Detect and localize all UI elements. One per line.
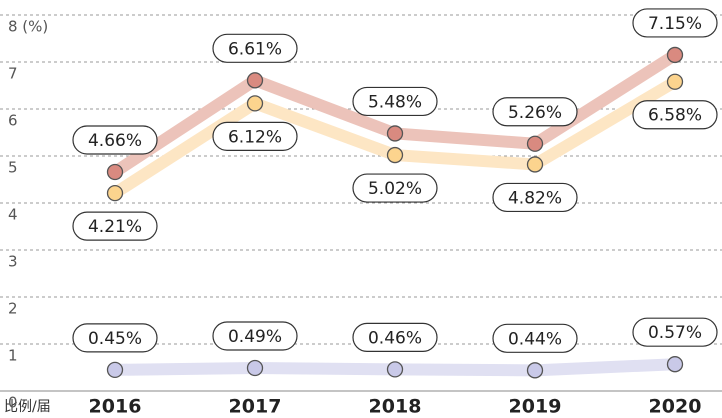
label-box xyxy=(72,211,158,241)
value-label: 0.44% xyxy=(508,329,562,349)
marker xyxy=(246,72,264,89)
x-tick-label: 2019 xyxy=(509,396,562,418)
label-box xyxy=(352,173,438,203)
label-box xyxy=(72,125,158,155)
x-tick-label: 2020 xyxy=(649,396,702,418)
y-tick-label: 1 xyxy=(8,347,18,365)
value-label: 4.21% xyxy=(88,217,142,237)
label-box xyxy=(212,321,298,351)
label-box xyxy=(212,121,298,151)
y-tick-label: 5 xyxy=(8,159,18,177)
marker xyxy=(526,135,544,152)
marker xyxy=(106,163,124,181)
marker xyxy=(386,361,404,378)
y-tick-label: 0 xyxy=(8,394,18,412)
x-tick-label: 2016 xyxy=(89,396,142,418)
value-label: 5.26% xyxy=(508,103,562,123)
label-box xyxy=(492,182,578,213)
value-label: 5.02% xyxy=(368,179,422,199)
y-tick-label: 6 xyxy=(8,112,18,130)
y-tick-label: 2 xyxy=(8,300,18,318)
marker xyxy=(666,356,684,373)
marker xyxy=(386,146,404,164)
label-box xyxy=(492,323,578,353)
label-box xyxy=(632,317,718,347)
value-label: 5.48% xyxy=(368,92,422,112)
value-label: 4.82% xyxy=(508,188,562,208)
y-tick-label: 3 xyxy=(8,253,18,271)
marker xyxy=(526,156,544,173)
label-box xyxy=(632,100,718,130)
value-label: 7.15% xyxy=(648,14,702,34)
value-label: 0.45% xyxy=(88,329,142,349)
x-tick-label: 2018 xyxy=(369,396,422,418)
label-box xyxy=(352,86,438,117)
marker xyxy=(106,184,124,202)
value-label: 6.61% xyxy=(228,39,282,59)
value-label: 6.12% xyxy=(228,127,282,147)
y-tick-label: 7 xyxy=(8,65,18,83)
y-tick-label: 4 xyxy=(8,206,18,224)
label-box xyxy=(212,33,298,63)
x-axis-label: 比例/届 xyxy=(4,399,51,415)
label-box xyxy=(492,97,578,127)
label-box xyxy=(352,322,438,352)
value-label: 0.57% xyxy=(648,323,702,343)
marker xyxy=(106,361,124,379)
value-label: 0.49% xyxy=(228,327,282,347)
marker xyxy=(386,125,404,142)
x-tick-label: 2017 xyxy=(229,396,282,418)
marker xyxy=(246,359,264,377)
value-label: 4.66% xyxy=(88,131,142,151)
marker xyxy=(666,46,684,64)
label-box xyxy=(72,323,158,353)
label-box xyxy=(632,8,718,38)
y-tick-label: 8 (%) xyxy=(8,18,48,36)
marker xyxy=(246,95,264,112)
marker xyxy=(526,362,544,379)
value-label: 0.46% xyxy=(368,328,422,348)
value-label: 6.58% xyxy=(648,106,702,126)
marker xyxy=(666,73,684,90)
